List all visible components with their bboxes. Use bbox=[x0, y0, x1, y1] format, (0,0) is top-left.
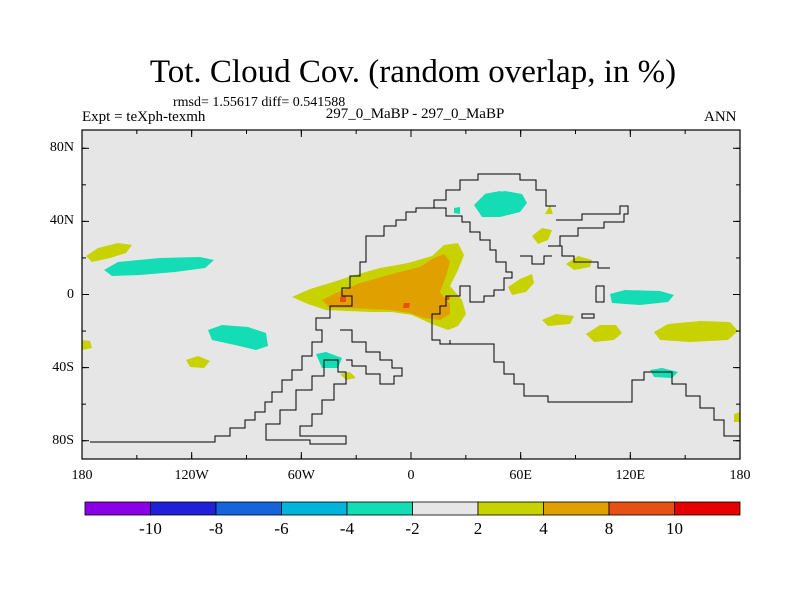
colorbar-label: 10 bbox=[666, 519, 683, 538]
colorbar-label: 2 bbox=[473, 519, 483, 538]
lon-label: 0 bbox=[407, 468, 415, 483]
colorbar-bin bbox=[543, 501, 610, 516]
lat-label: 40S bbox=[52, 359, 74, 375]
lon-label: 60W bbox=[287, 468, 315, 483]
colorbar-bin bbox=[674, 501, 741, 516]
fill-pos4-africa bbox=[322, 254, 450, 320]
coastline-asia-interior bbox=[434, 207, 513, 303]
colorbar-bin bbox=[215, 501, 282, 516]
colorbar-label: -6 bbox=[274, 519, 289, 538]
comparison-label: 297_0_MaBP - 297_0_MaBP bbox=[325, 106, 505, 122]
experiment-label: Expt = teXph-texmh bbox=[82, 109, 206, 125]
fill-pos-w-pacific bbox=[654, 321, 738, 342]
lon-label: 180 bbox=[729, 468, 751, 483]
colorbar-bin bbox=[477, 501, 544, 516]
lon-label: 60E bbox=[509, 468, 532, 483]
lat-label: 80N bbox=[49, 140, 74, 156]
fill-pos-indian bbox=[542, 314, 574, 326]
fill-neg-nw-pacific bbox=[104, 257, 214, 276]
coastline-south-asia bbox=[520, 255, 552, 265]
fill-pos-asia-b bbox=[545, 205, 553, 214]
fill-neg-s-indian bbox=[650, 368, 678, 378]
colorbar-bin bbox=[412, 501, 479, 516]
colorbar-bin bbox=[281, 501, 348, 516]
coastline-pacific-east bbox=[440, 343, 740, 437]
colorbar-label: 4 bbox=[539, 519, 548, 538]
colorbar-label: -10 bbox=[139, 519, 162, 538]
coastline-north-asia bbox=[548, 205, 629, 247]
colorbar-label: -2 bbox=[405, 519, 420, 538]
fill-pos-east-edge bbox=[734, 412, 740, 422]
colorbar-bin bbox=[84, 501, 151, 516]
fill-pos8-b bbox=[403, 303, 410, 308]
colorbar bbox=[84, 501, 741, 516]
fill-neg-eurasia-b bbox=[484, 191, 514, 199]
lon-label: 180 bbox=[71, 468, 93, 483]
lat-label: 80S bbox=[52, 432, 74, 448]
coastline-maritime bbox=[581, 285, 605, 319]
colorbar-bin bbox=[346, 501, 413, 516]
fill-pos8-a bbox=[340, 296, 346, 302]
coastline-south-atlantic bbox=[340, 329, 403, 385]
coastline-europe bbox=[433, 173, 556, 208]
coastline-africa-east bbox=[431, 285, 474, 345]
lon-label: 120W bbox=[174, 468, 209, 483]
fill-pos-asia bbox=[532, 228, 552, 244]
stats-label: rmsd= 1.55617 diff= 0.541588 bbox=[173, 95, 346, 110]
season-label: ANN bbox=[704, 109, 737, 125]
coastline-antarctic-peninsula bbox=[265, 359, 347, 445]
lon-label: 120E bbox=[615, 468, 646, 483]
colorbar-label: -8 bbox=[208, 519, 224, 538]
anomaly-fills bbox=[82, 191, 740, 422]
fill-neg-se-pacific bbox=[208, 325, 268, 350]
coastline-south-america bbox=[90, 305, 344, 443]
coastlines bbox=[90, 173, 740, 445]
fill-pos-mideast bbox=[508, 274, 534, 295]
fill-neg-tiny bbox=[454, 207, 460, 214]
colorbar-label: 8 bbox=[604, 519, 614, 538]
fill-pos-pacific-n bbox=[566, 256, 592, 270]
coastline-africa-west bbox=[341, 207, 434, 307]
coastline-indochina bbox=[548, 245, 610, 269]
fill-neg-eurasia bbox=[474, 191, 527, 217]
fill-pos-se-pacific bbox=[186, 356, 210, 368]
fill-neg-indian bbox=[610, 290, 674, 305]
colorbar-label: -4 bbox=[339, 519, 355, 538]
colorbar-bin bbox=[608, 501, 675, 516]
axis-ticks bbox=[81, 130, 741, 459]
lat-label: 0 bbox=[67, 286, 74, 302]
fill-pos-nw-pacific bbox=[86, 243, 132, 262]
map-title: Tot. Cloud Cov. (random overlap, in %) bbox=[149, 54, 677, 90]
fill-pos-west-edge bbox=[82, 340, 92, 350]
fill-pos-indian-b bbox=[586, 325, 622, 342]
colorbar-bin bbox=[150, 501, 217, 516]
fill-pos-s-atlantic bbox=[340, 372, 356, 380]
lat-label: 40N bbox=[49, 213, 74, 229]
